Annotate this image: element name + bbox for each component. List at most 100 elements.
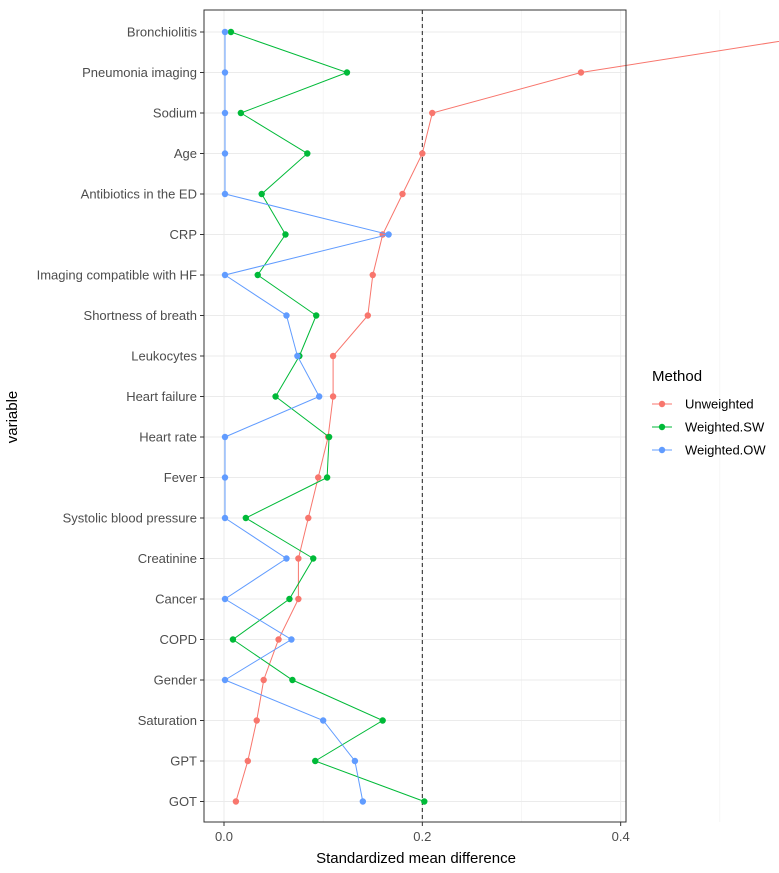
data-point (319, 717, 327, 724)
data-point (429, 109, 436, 117)
data-point (343, 69, 351, 76)
y-tick-label: Gender (154, 673, 198, 688)
y-tick-label: Pneumonia imaging (82, 65, 197, 80)
x-axis-title: Standardized mean difference (316, 850, 516, 867)
y-tick-label: CRP (170, 227, 197, 242)
data-point (242, 514, 250, 522)
data-point (305, 514, 312, 522)
data-point (221, 676, 229, 684)
legend-item: Weighted.OW (652, 443, 766, 458)
data-point (421, 798, 428, 805)
y-tick-label: GOT (169, 794, 197, 809)
y-tick-label: Cancer (155, 592, 198, 607)
y-tick-label: Heart failure (126, 389, 197, 404)
data-point (329, 393, 337, 400)
data-point (221, 514, 229, 522)
y-tick-label: Bronchiolitis (127, 25, 198, 40)
legend-item: Unweighted (652, 397, 754, 412)
series-line (235, 40, 779, 802)
y-tick-label: Sodium (153, 106, 197, 121)
data-point (244, 757, 251, 765)
legend-label: Unweighted (685, 397, 754, 412)
data-point (221, 433, 229, 441)
y-tick-label: Fever (164, 470, 198, 485)
series-weighted-sw (227, 28, 428, 805)
y-tick-label: GPT (170, 754, 197, 769)
data-point (289, 676, 296, 684)
y-tick-label: Systolic blood pressure (63, 511, 197, 526)
data-point (359, 798, 367, 805)
y-axis-title: variable (4, 391, 21, 444)
legend-key-point (658, 400, 666, 408)
legend-label: Weighted.OW (685, 443, 766, 458)
data-point (295, 595, 302, 603)
x-tick-label: 0.0 (215, 829, 233, 844)
data-point (323, 474, 331, 481)
data-point (364, 312, 371, 319)
data-point (315, 474, 322, 481)
data-point (283, 312, 290, 319)
data-point (419, 150, 426, 157)
data-point (399, 190, 406, 198)
data-point (237, 109, 245, 117)
series-line (230, 31, 425, 802)
data-point (577, 69, 585, 76)
series-unweighted (232, 40, 779, 805)
data-point (227, 28, 235, 36)
data-point (221, 109, 229, 117)
series-weighted-ow (221, 28, 392, 805)
data-point (351, 757, 359, 765)
data-point (221, 28, 229, 36)
legend-item: Weighted.SW (652, 420, 765, 435)
axis-layer: Bronchiolitis Pneumonia imaging Sodium Age A… (37, 9, 630, 844)
y-tick-label: Age (174, 146, 197, 161)
data-point (282, 231, 289, 238)
data-point (275, 636, 282, 643)
data-point (313, 312, 320, 319)
data-point (258, 190, 265, 198)
data-point (221, 190, 229, 198)
data-point (310, 555, 317, 562)
legend: Method Unweighted Weighted.SW Weighted.OW (652, 368, 766, 458)
y-tick-label: COPD (159, 632, 197, 647)
data-point (232, 798, 240, 805)
grid-layer (204, 10, 721, 822)
y-tick-label: Creatinine (138, 551, 197, 566)
data-point (294, 352, 301, 360)
x-tick-label: 0.2 (413, 829, 431, 844)
data-point (312, 757, 319, 765)
series-line (223, 32, 389, 802)
y-tick-label: Shortness of breath (84, 308, 197, 323)
data-point (325, 433, 333, 441)
legend-key-point (658, 446, 666, 454)
data-point (229, 636, 237, 643)
data-point (260, 676, 267, 684)
data-point (221, 69, 229, 76)
data-point (316, 393, 323, 400)
data-point (288, 636, 295, 643)
data-point (272, 393, 279, 400)
data-point (369, 271, 376, 279)
legend-title: Method (652, 368, 702, 385)
y-tick-label: Saturation (138, 713, 197, 728)
data-point (221, 595, 229, 603)
data-point (221, 271, 229, 279)
data-point (329, 352, 337, 360)
data-point (295, 555, 302, 562)
legend-label: Weighted.SW (685, 420, 765, 435)
data-point (253, 717, 260, 724)
data-point (379, 717, 386, 724)
data-point (221, 150, 229, 157)
legend-key-point (658, 423, 666, 431)
y-tick-label: Antibiotics in the ED (81, 187, 197, 202)
data-point (283, 555, 290, 562)
y-tick-label: Imaging compatible with HF (37, 268, 197, 283)
y-tick-label: Leukocytes (131, 349, 197, 364)
data-point (304, 150, 311, 157)
data-point (286, 595, 293, 603)
x-tick-label: 0.4 (612, 829, 630, 844)
data-point (254, 271, 261, 279)
data-point (385, 231, 392, 238)
series-layer (221, 28, 779, 805)
